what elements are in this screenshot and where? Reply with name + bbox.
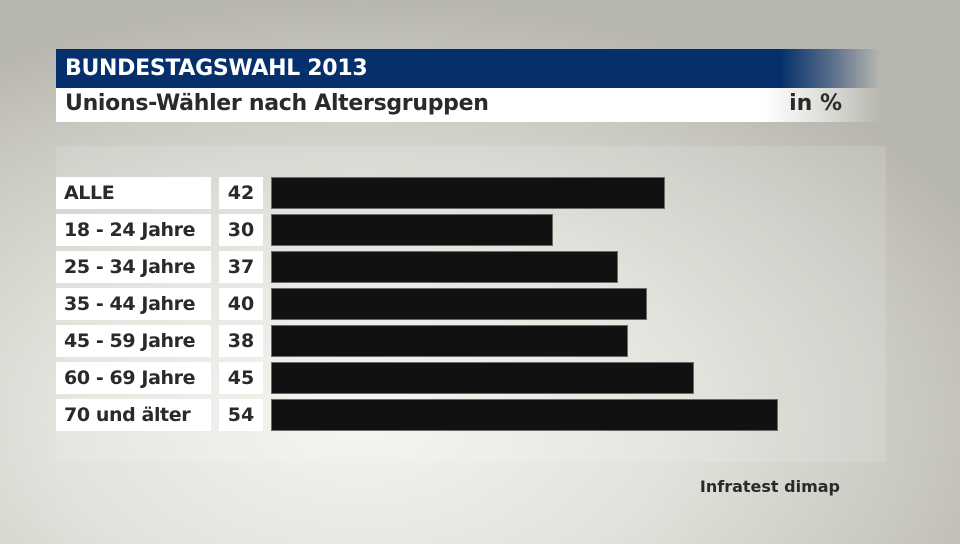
row-value: 40 — [219, 288, 263, 320]
row-label: 25 - 34 Jahre — [56, 251, 211, 283]
bar — [271, 325, 628, 357]
row-label: 35 - 44 Jahre — [56, 288, 211, 320]
bar — [271, 399, 778, 431]
bar-row: ALLE 42 — [56, 177, 886, 209]
bar — [271, 288, 647, 320]
row-value: 38 — [219, 325, 263, 357]
bar-row: 35 - 44 Jahre 40 — [56, 288, 886, 320]
bar-row: 25 - 34 Jahre 37 — [56, 251, 886, 283]
row-value: 45 — [219, 362, 263, 394]
row-label: 18 - 24 Jahre — [56, 214, 211, 246]
unit-label: in % — [789, 91, 842, 116]
row-value: 54 — [219, 399, 263, 431]
bar — [271, 214, 553, 246]
bar-row: 18 - 24 Jahre 30 — [56, 214, 886, 246]
source-label: Infratest dimap — [699, 477, 840, 496]
row-value: 42 — [219, 177, 263, 209]
chart-title-bar: BUNDESTAGSWAHL 2013 — [56, 49, 880, 88]
bar — [271, 251, 619, 283]
row-label: 60 - 69 Jahre — [56, 362, 211, 394]
row-value: 37 — [219, 251, 263, 283]
bar-row: 70 und älter 54 — [56, 399, 886, 431]
chart-subtitle: Unions-Wähler nach Altersgruppen — [65, 91, 489, 116]
bar-row: 60 - 69 Jahre 45 — [56, 362, 886, 394]
row-label: 45 - 59 Jahre — [56, 325, 211, 357]
bar — [271, 362, 694, 394]
chart-subtitle-bar: Unions-Wähler nach Altersgruppen in % — [56, 88, 880, 122]
row-label: 70 und älter — [56, 399, 211, 431]
row-label: ALLE — [56, 177, 211, 209]
bar — [271, 177, 666, 209]
chart-title: BUNDESTAGSWAHL 2013 — [65, 56, 368, 81]
row-value: 30 — [219, 214, 263, 246]
bar-row: 45 - 59 Jahre 38 — [56, 325, 886, 357]
